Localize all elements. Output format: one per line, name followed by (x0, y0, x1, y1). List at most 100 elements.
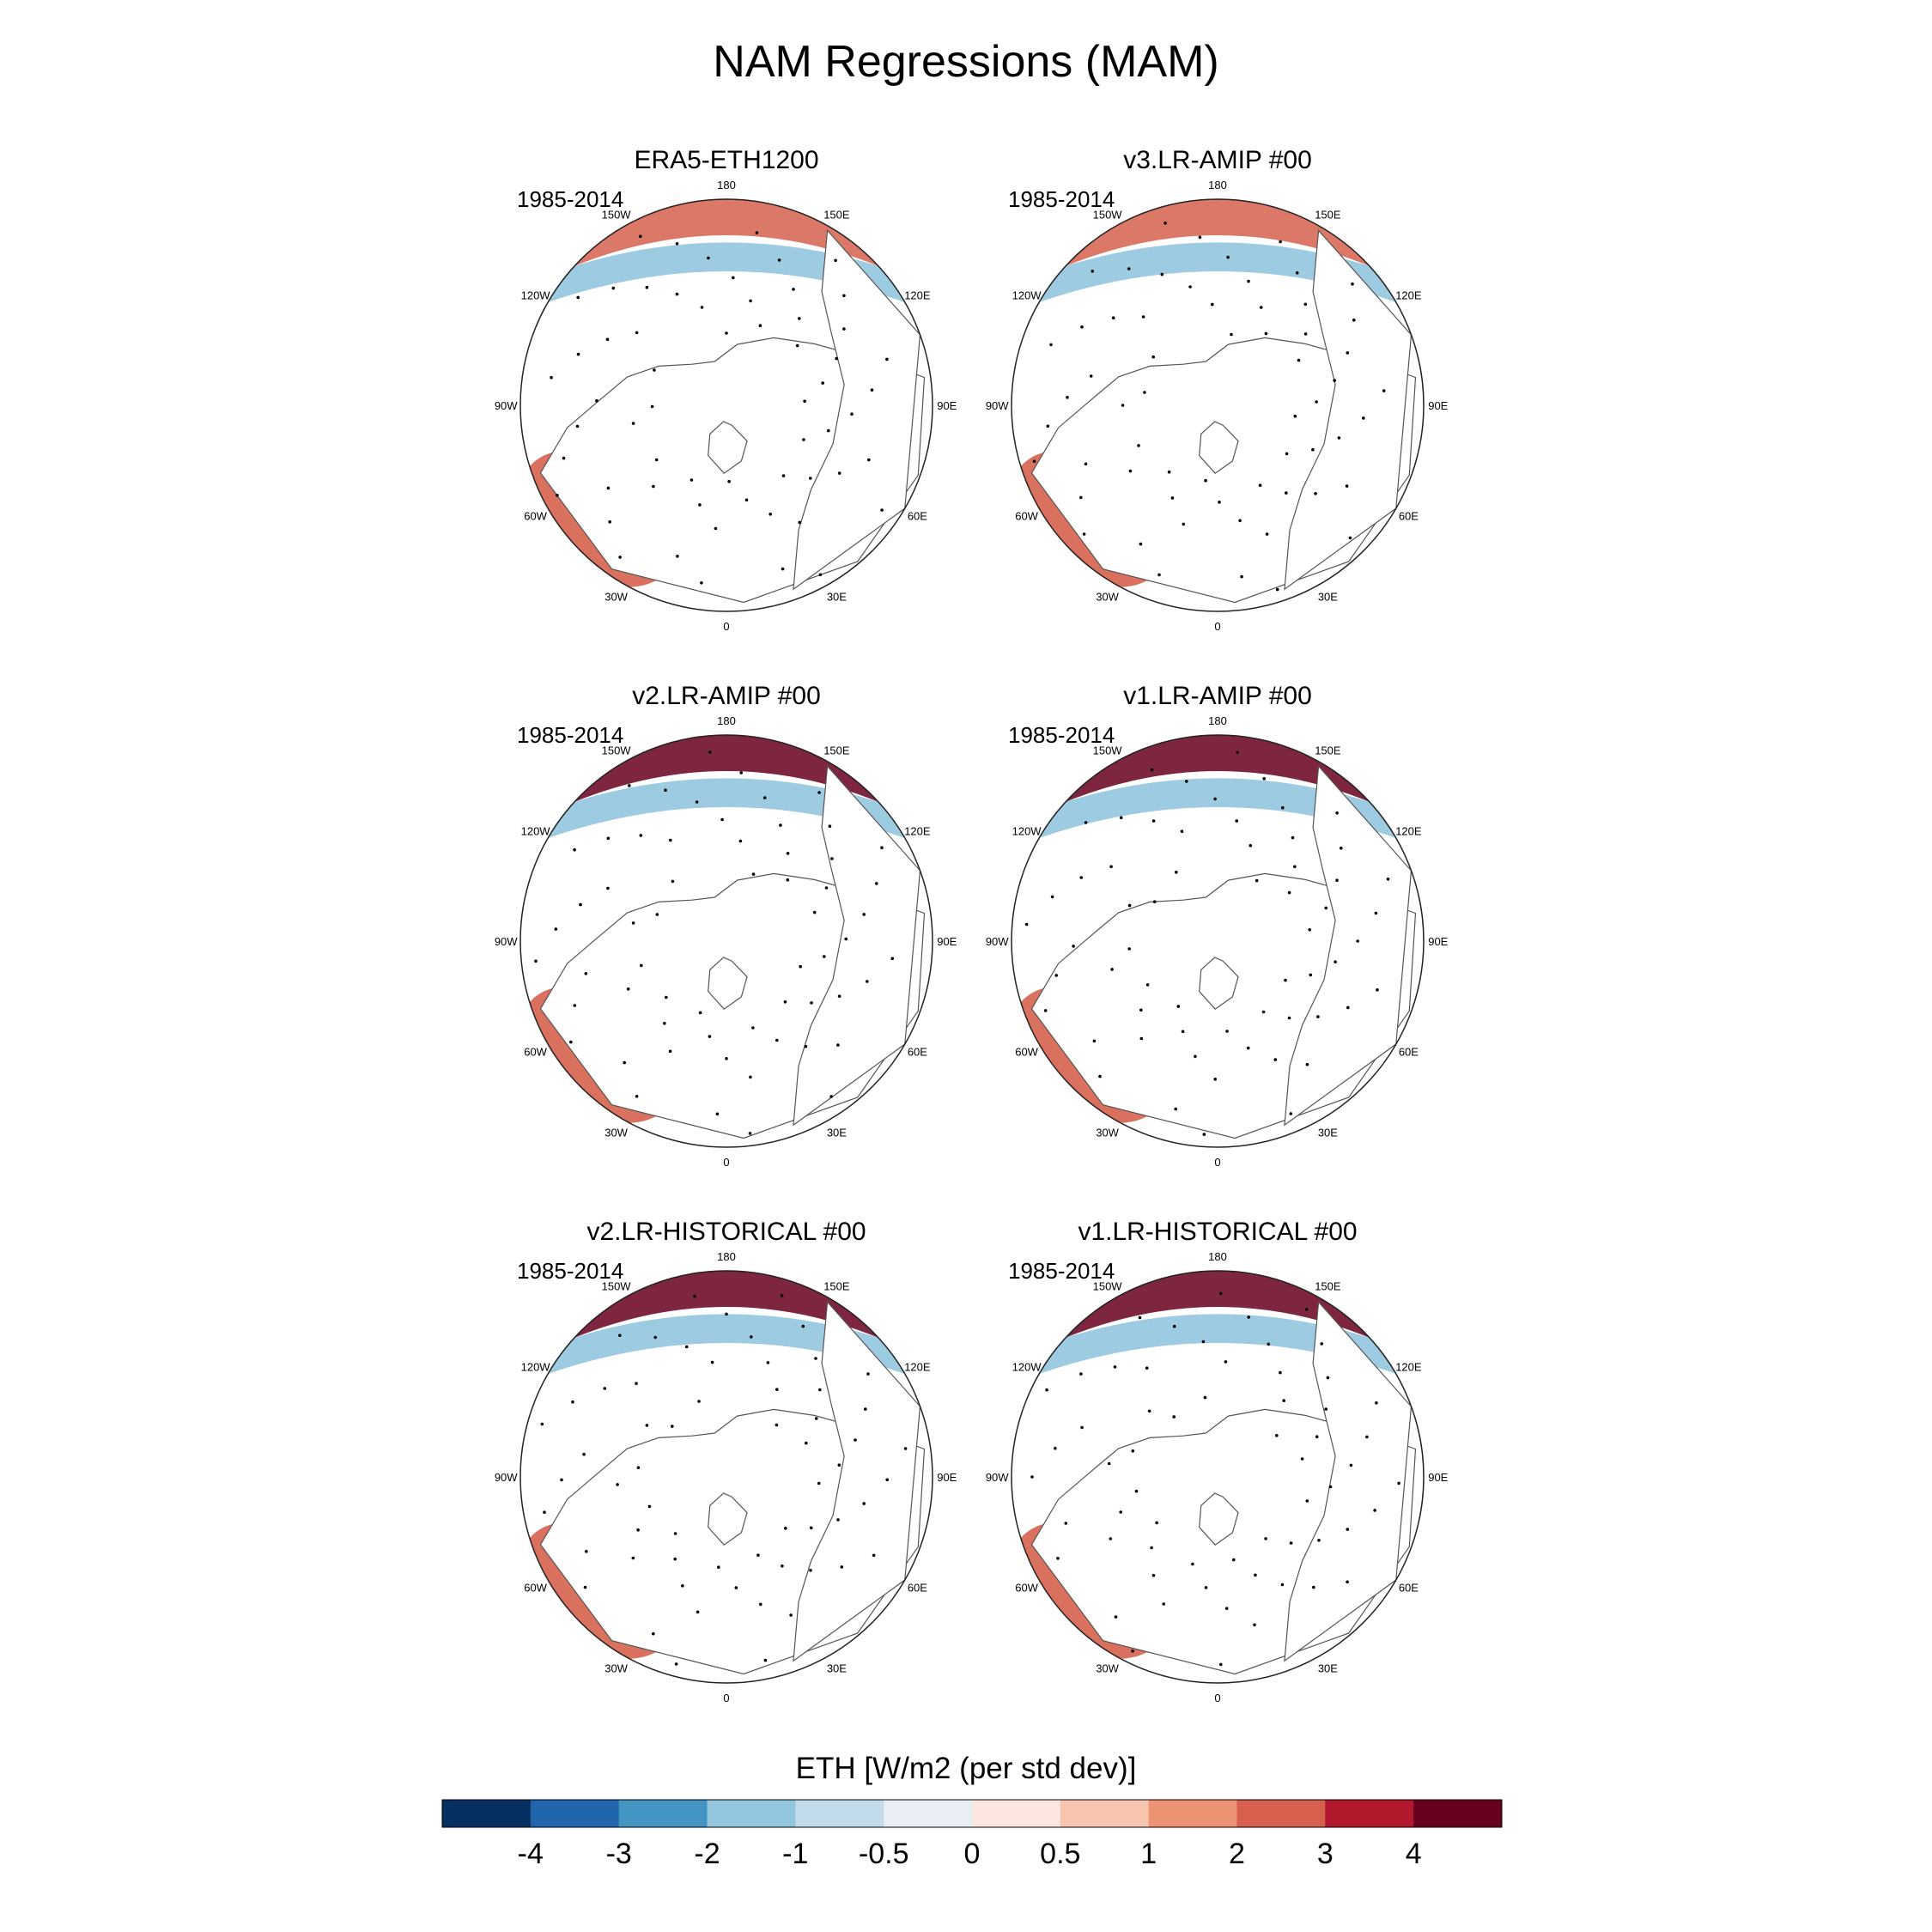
panel-title-v1-historical: v1.LR-HISTORICAL #00 (1078, 1218, 1358, 1246)
significance-dot (799, 964, 802, 969)
significance-dot (1258, 483, 1262, 487)
longitude-label: 30W (1096, 1126, 1119, 1139)
significance-dot (1312, 1585, 1315, 1589)
significance-dot (1098, 1074, 1102, 1078)
longitude-label: 120E (904, 1361, 931, 1374)
significance-dot (1082, 532, 1086, 536)
significance-dot (872, 1553, 876, 1558)
significance-dot (579, 902, 582, 907)
significance-dot (698, 503, 702, 507)
significance-dot (1335, 878, 1339, 882)
longitude-label: 30E (827, 1126, 847, 1139)
significance-dot (1236, 750, 1239, 755)
longitude-label: 0 (1214, 620, 1220, 633)
significance-dot (1335, 811, 1339, 815)
significance-dot (1162, 1602, 1165, 1606)
significance-dot (880, 846, 884, 849)
significance-dot (1249, 844, 1253, 848)
significance-dot (534, 959, 538, 963)
significance-dot (854, 1438, 857, 1442)
significance-dot (1143, 391, 1146, 394)
longitude-label: 120E (1395, 289, 1422, 302)
longitude-label: 150E (1315, 744, 1341, 757)
significance-dot (1131, 1449, 1135, 1453)
panel-period-v1-amip: 1985-2014 (1008, 722, 1115, 748)
significance-dot (775, 1038, 779, 1042)
significance-dot (1089, 374, 1093, 378)
significance-dot (1079, 495, 1083, 500)
significance-dot (818, 1388, 822, 1392)
significance-dot (671, 879, 675, 884)
longitude-label: 120W (521, 825, 551, 838)
significance-dot (1127, 947, 1131, 951)
significance-dot (1279, 240, 1282, 244)
significance-dot (673, 1557, 677, 1561)
significance-dot (814, 1357, 817, 1360)
significance-dot (769, 513, 772, 516)
significance-dot (748, 1132, 752, 1135)
longitude-label: 150W (602, 744, 632, 757)
significance-dot (618, 1334, 622, 1337)
longitude-label: 60E (1399, 1581, 1419, 1594)
panel-period-era5: 1985-2014 (517, 186, 624, 212)
longitude-label: 150E (823, 1280, 850, 1293)
significance-dot (762, 796, 767, 799)
significance-dot (817, 1481, 821, 1485)
longitude-label: 60E (1399, 1045, 1419, 1058)
significance-dot (1202, 1133, 1206, 1136)
significance-dot (1218, 501, 1221, 504)
longitude-label: 150W (602, 209, 632, 222)
significance-dot (631, 422, 635, 425)
significance-dot (835, 356, 838, 361)
significance-dot (805, 1441, 808, 1445)
significance-dot (890, 957, 895, 961)
significance-dot (829, 1095, 833, 1098)
map-boundary (519, 198, 933, 612)
significance-dot (830, 857, 834, 860)
significance-dot (1337, 436, 1341, 440)
significance-dot (1147, 1409, 1151, 1413)
significance-dot (1235, 819, 1238, 823)
longitude-label: 0 (723, 1156, 729, 1169)
longitude-label: 180 (1208, 179, 1227, 191)
land-mass (793, 764, 921, 1127)
significance-dot (867, 458, 871, 462)
significance-dot (1285, 491, 1288, 495)
significance-dot (786, 878, 790, 882)
significance-dot (582, 1452, 586, 1456)
significance-dot (655, 913, 659, 916)
significance-dot (837, 1463, 841, 1467)
longitude-label: 90W (986, 1471, 1009, 1484)
significance-dot (1049, 343, 1053, 347)
significance-dot (584, 972, 588, 975)
significance-dot (1167, 470, 1171, 474)
longitude-label: 60W (524, 1045, 547, 1058)
significance-dot (1303, 302, 1308, 307)
significance-dot (576, 295, 580, 300)
significance-dot (836, 1043, 840, 1047)
significance-dot (775, 1388, 779, 1391)
longitude-label: 120E (904, 825, 931, 838)
significance-dot (1155, 1521, 1158, 1525)
significance-dot (1303, 332, 1308, 336)
significance-dot (616, 1483, 619, 1486)
land-mass (1199, 421, 1239, 474)
significance-dot (669, 838, 672, 842)
significance-dot (1351, 282, 1354, 286)
significance-dot (837, 471, 841, 475)
significance-dot (777, 258, 781, 262)
significance-dot (1264, 331, 1268, 336)
significance-dot (695, 800, 699, 804)
panel-title-era5: ERA5-ETH1200 (634, 146, 819, 174)
land-mass (1284, 228, 1413, 591)
land-mass (1284, 1300, 1413, 1662)
significance-dot (864, 1407, 867, 1411)
significance-dot (1324, 906, 1327, 910)
regression-field (520, 1271, 933, 1683)
significance-dot (1279, 1370, 1282, 1375)
panel-period-v1-historical: 1985-2014 (1008, 1258, 1115, 1284)
significance-dot (1080, 1425, 1084, 1430)
significance-dot (759, 1602, 762, 1607)
significance-dot (738, 839, 743, 843)
